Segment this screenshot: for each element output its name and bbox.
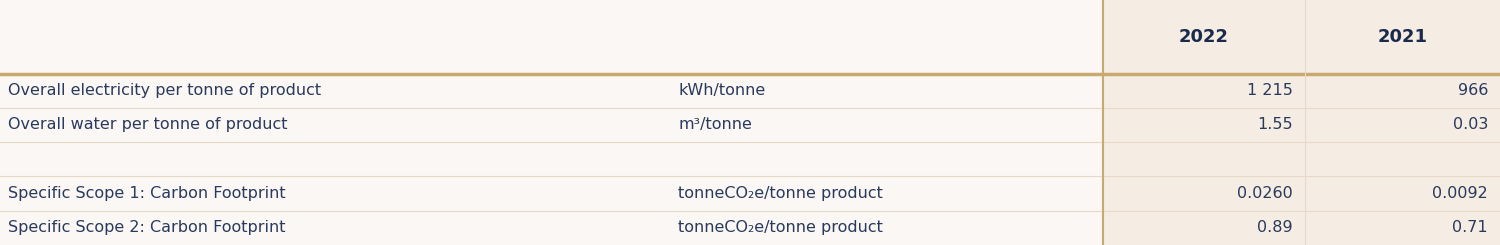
FancyBboxPatch shape: [1102, 142, 1305, 176]
FancyBboxPatch shape: [660, 211, 1102, 245]
Text: 0.89: 0.89: [1257, 220, 1293, 235]
FancyBboxPatch shape: [0, 0, 660, 74]
FancyBboxPatch shape: [1305, 211, 1500, 245]
Text: tonneCO₂e/tonne product: tonneCO₂e/tonne product: [678, 186, 884, 201]
Text: Overall electricity per tonne of product: Overall electricity per tonne of product: [8, 83, 321, 98]
FancyBboxPatch shape: [0, 211, 660, 245]
Text: Specific Scope 2: Carbon Footprint: Specific Scope 2: Carbon Footprint: [8, 220, 285, 235]
FancyBboxPatch shape: [1102, 0, 1305, 74]
FancyBboxPatch shape: [660, 108, 1102, 142]
FancyBboxPatch shape: [0, 176, 660, 211]
FancyBboxPatch shape: [1305, 108, 1500, 142]
FancyBboxPatch shape: [660, 176, 1102, 211]
Text: 0.0092: 0.0092: [1432, 186, 1488, 201]
FancyBboxPatch shape: [660, 0, 1102, 74]
FancyBboxPatch shape: [0, 142, 660, 176]
FancyBboxPatch shape: [1102, 176, 1305, 211]
Text: tonneCO₂e/tonne product: tonneCO₂e/tonne product: [678, 220, 884, 235]
FancyBboxPatch shape: [1305, 142, 1500, 176]
FancyBboxPatch shape: [0, 108, 660, 142]
Text: Overall water per tonne of product: Overall water per tonne of product: [8, 117, 286, 133]
FancyBboxPatch shape: [1102, 74, 1305, 108]
FancyBboxPatch shape: [1102, 211, 1305, 245]
FancyBboxPatch shape: [1102, 108, 1305, 142]
Text: 0.0260: 0.0260: [1238, 186, 1293, 201]
Text: 1.55: 1.55: [1257, 117, 1293, 133]
Text: 2021: 2021: [1377, 28, 1428, 46]
Text: 2022: 2022: [1179, 28, 1228, 46]
FancyBboxPatch shape: [1305, 74, 1500, 108]
FancyBboxPatch shape: [1305, 0, 1500, 74]
Text: 0.71: 0.71: [1452, 220, 1488, 235]
Text: kWh/tonne: kWh/tonne: [678, 83, 765, 98]
Text: m³/tonne: m³/tonne: [678, 117, 752, 133]
Text: 0.03: 0.03: [1452, 117, 1488, 133]
FancyBboxPatch shape: [660, 142, 1102, 176]
FancyBboxPatch shape: [0, 74, 660, 108]
FancyBboxPatch shape: [660, 74, 1102, 108]
Text: 1 215: 1 215: [1246, 83, 1293, 98]
Text: Specific Scope 1: Carbon Footprint: Specific Scope 1: Carbon Footprint: [8, 186, 285, 201]
FancyBboxPatch shape: [1305, 176, 1500, 211]
Text: 966: 966: [1458, 83, 1488, 98]
